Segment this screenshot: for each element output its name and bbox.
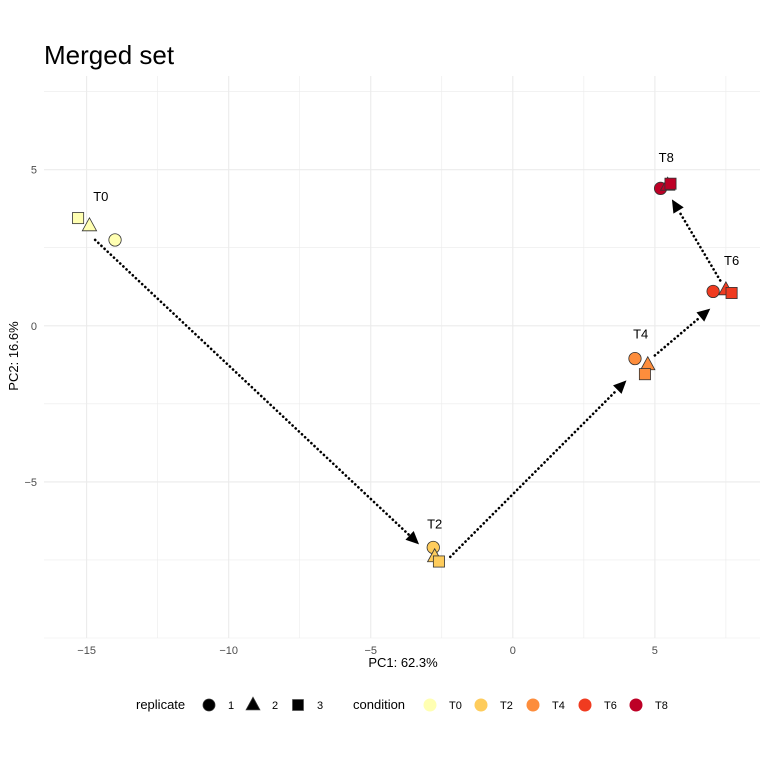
legend-replicate-label: 1 [228, 700, 234, 712]
legend-condition-entries: T0 T2 T4 T6 T8 [423, 698, 668, 712]
y-tick-labels: −5 0 5 [24, 165, 37, 489]
legend: replicate condition 1 2 3 T0 T2 T4 T6 T8 [136, 696, 668, 712]
legend-condition-label: T2 [500, 700, 513, 712]
x-tick-label: −10 [219, 645, 238, 657]
legend-replicate-key [245, 696, 261, 711]
y-tick-label: 5 [31, 165, 37, 177]
arrow-head [613, 380, 627, 394]
legend-replicate-entries: 1 2 3 [202, 696, 323, 712]
data-point [81, 216, 98, 232]
condition-label: T0 [93, 189, 108, 204]
trajectory-arrow [653, 308, 711, 357]
legend-condition-key [423, 698, 437, 712]
x-tick-label: 5 [652, 645, 658, 657]
legend-condition-key [578, 698, 592, 712]
legend-condition-label: T4 [552, 700, 565, 712]
legend-replicate-label: 3 [317, 700, 323, 712]
x-tick-label: 0 [510, 645, 516, 657]
legend-condition-title: condition [353, 697, 405, 712]
condition-label: T8 [659, 150, 674, 165]
x-tick-label: −15 [77, 645, 96, 657]
arrow-head [405, 531, 420, 545]
data-point [725, 287, 738, 299]
legend-condition-key [526, 698, 540, 712]
legend-condition-label: T6 [604, 700, 617, 712]
grid-lines [44, 76, 760, 639]
data-point [628, 351, 642, 366]
condition-label: T2 [427, 517, 442, 532]
y-tick-label: 0 [31, 321, 37, 333]
legend-condition-label: T0 [449, 700, 462, 712]
data-point [72, 212, 85, 225]
chart-title: Merged set [44, 40, 175, 70]
legend-replicate-key [202, 698, 216, 712]
trajectory-arrow [93, 238, 420, 545]
legend-condition-key [629, 698, 643, 712]
condition-labels: T0 T2 T4 T6 T8 [93, 150, 739, 532]
condition-label: T4 [633, 326, 648, 341]
trajectory-arrows [93, 199, 722, 559]
data-point [432, 555, 445, 568]
x-tick-label: −5 [364, 645, 377, 657]
legend-condition-key [474, 698, 488, 712]
y-tick-label: −5 [24, 477, 37, 489]
legend-replicate-label: 2 [272, 700, 278, 712]
condition-label: T6 [724, 253, 739, 268]
legend-replicate-key [292, 699, 304, 711]
legend-condition-label: T8 [655, 700, 668, 712]
arrow-shaft [93, 238, 411, 537]
arrow-shaft [677, 209, 722, 282]
legend-replicate-title: replicate [136, 697, 185, 712]
data-point [664, 177, 677, 190]
arrow-head [671, 199, 684, 214]
data-point [108, 233, 122, 247]
x-tick-labels: −15 −10 −5 0 5 [77, 645, 658, 657]
trajectory-arrow [449, 380, 627, 559]
data-points [72, 176, 738, 568]
arrow-shaft [449, 388, 619, 559]
y-axis-title: PC2: 16.6% [6, 321, 21, 391]
trajectory-arrow [671, 199, 722, 282]
data-point [706, 284, 720, 299]
data-point [638, 368, 651, 381]
arrow-shaft [653, 315, 702, 357]
x-axis-title: PC1: 62.3% [368, 655, 438, 670]
arrow-head [696, 308, 711, 322]
